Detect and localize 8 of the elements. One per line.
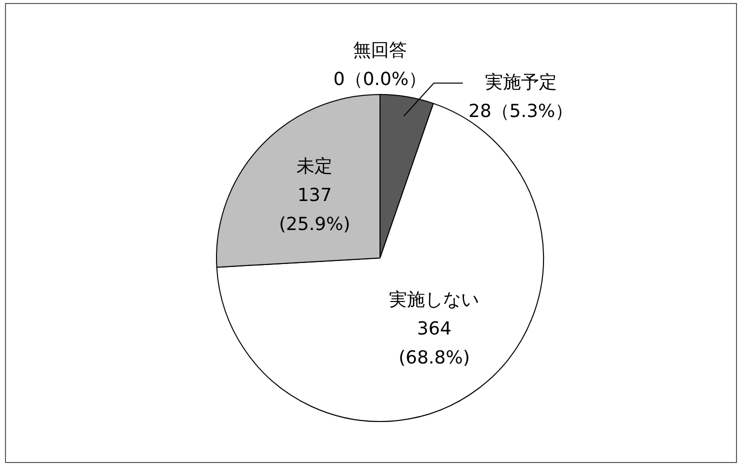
- data-label: 364 (68.8%): [398, 318, 470, 368]
- data-label: 137 (25.9%): [279, 184, 350, 235]
- slice-label: 未定: [296, 156, 333, 177]
- slice-label: 実施しない: [389, 289, 480, 310]
- text: 0（0.0%）: [333, 69, 427, 90]
- slice-label: 実施予定: [484, 72, 557, 93]
- category-label: 無回答: [353, 40, 407, 62]
- data-label: 28（5.3%）: [468, 100, 574, 122]
